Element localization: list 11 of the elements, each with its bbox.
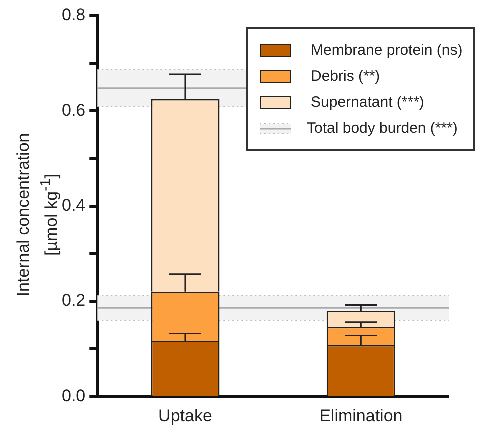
y-tick-label: 0.4 [62,196,86,215]
y-tick-label: 0.8 [62,6,86,25]
legend-label: Membrane protein (ns) [311,42,463,58]
x-tick-label: Elimination [320,406,403,426]
x-tick-label: Uptake [158,406,212,426]
legend-label: Debris (**) [311,68,380,84]
y-tick-label: 0.6 [62,100,86,120]
y-tick-label: 0.2 [62,291,86,310]
legend-label: Supernatant (***) [311,94,424,110]
legend-label: Total body burden (***) [307,120,458,136]
y-tick-label: 0.0 [62,386,86,406]
